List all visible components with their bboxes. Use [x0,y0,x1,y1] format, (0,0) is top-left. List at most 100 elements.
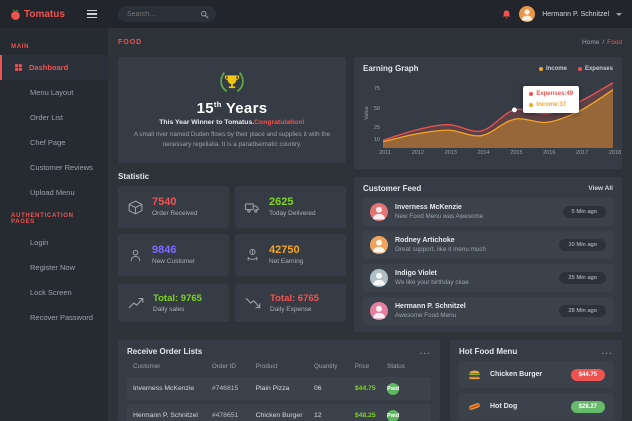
view-all-link[interactable]: View All [588,185,613,192]
customer-feed-title: Customer Feed [363,184,422,193]
top-bar: Tomatus Hermann P. Schnitzel [0,0,632,28]
total-card-daily-expense: Total: 6765 Daily Expense [235,284,346,322]
burger-icon [467,367,482,382]
customer-feed-card: Customer Feed View All Inverness McKenzi… [354,177,622,332]
customer-icon [127,247,144,264]
anniversary-subtitle: This Year Winner to Tomatus.Congratulati… [159,118,305,126]
search-box[interactable] [118,6,216,22]
notification-bell-icon[interactable] [501,9,512,20]
truck-icon [244,199,261,216]
stat-card-order-received: 7540 Order Received [118,186,229,228]
legend-item-expenses[interactable]: Expenses [577,66,613,72]
sidebar-item-label: Customer Reviews [30,163,93,172]
chart-ylabel: Value [364,106,370,120]
feed-avatar [370,269,388,287]
stat-card-today-delivered: 2625 Today Delivered [235,186,346,228]
feed-message: Awesome Food Menu [395,312,457,320]
totals-row: Total: 9765 Daily sales Total: 6765 Dail… [118,284,346,322]
main-content: FOOD Home / Food [108,28,632,421]
chart-plot: Expenses:49 Income:37 [383,78,613,148]
anniversary-card: 15th Years This Year Winner to Tomatus.C… [118,57,346,163]
feed-item[interactable]: Indigo Violet We like your birthday ckae … [363,264,613,292]
dashboard-grid-icon [14,63,23,72]
search-input[interactable] [125,9,196,19]
statistic-title: Statistic [118,172,150,181]
chevron-down-icon [616,12,622,16]
trophy-laurel-icon [217,71,247,98]
col-price: Price [354,363,370,370]
cell-order-id: #746815 [211,385,239,392]
menu-toggle-icon[interactable] [85,8,99,21]
breadcrumb-home[interactable]: Home [582,38,600,46]
orders-table-header: Customer Order ID Product Quantity Price… [127,359,431,373]
col-customer: Customer [133,363,161,370]
food-name: Chicken Burger [490,371,543,378]
stat-value: 42750 [269,243,300,256]
table-row[interactable]: Inverness McKenzie #746815 Plain Pizza 0… [127,377,431,400]
feed-item[interactable]: Inverness McKenzie New Food Menu was Awes… [363,198,613,226]
hotdog-icon [467,399,482,414]
sidebar-item-label: Dashboard [29,63,69,72]
col-product: Product [255,363,278,370]
col-order-id: Order ID [211,363,236,370]
user-menu[interactable]: Hermann P. Schnitzel [501,6,632,22]
cell-price: $44.75 [354,385,376,392]
sidebar-item-register-now[interactable]: Register Now [0,255,108,280]
cell-customer: Hermann P. Schnitzel [133,412,198,419]
stat-card-net-earning: 42750 Net Earning [235,234,346,276]
table-row[interactable]: Hermann P. Schnitzel #478651 Chicken Bur… [127,404,431,421]
sidebar-item-order-list[interactable]: Order List [0,105,108,130]
total-label: Daily sales [153,305,185,313]
expense-down-icon [244,294,262,312]
search-icon[interactable] [200,10,209,19]
breadcrumb-separator: / [602,38,605,46]
user-avatar[interactable] [519,6,536,22]
user-name[interactable]: Hermann P. Schnitzel [542,10,609,18]
col-quantity: Quantity [314,363,338,370]
sidebar-item-chef-page[interactable]: Chef Page [0,130,108,155]
sales-up-icon [127,294,145,312]
hot-food-more-options[interactable]: ... [601,346,613,356]
total-label: Daily Expense [270,305,312,313]
sidebar-item-login[interactable]: Login [0,230,108,255]
legend-item-income[interactable]: Income [538,66,567,72]
feed-customer-name: Inverness McKenzie [395,203,462,211]
sidebar-item-label: Login [30,238,49,247]
feed-item[interactable]: Hermann P. Schnitzel Awesome Food Menu 28… [363,297,613,325]
app-logo[interactable]: Tomatus [9,8,65,21]
feed-customer-name: Rodney Artichoke [395,236,455,244]
chart-tooltip: Expenses:49 Income:37 [523,85,580,114]
sidebar-item-label: Order List [30,113,63,122]
cell-quantity: 06 [314,385,322,392]
food-price-badge: $44.75 [570,368,605,381]
feed-item[interactable]: Rodney Artichoke Great support, like it m… [363,231,613,259]
feed-avatar [370,302,388,320]
food-item[interactable]: Hot Dog $28.27 [459,393,613,420]
sidebar-section-auth: AUTHENTICATION PAGES [11,213,74,225]
feed-timestamp: 25 Min ago [559,272,606,284]
feed-customer-name: Indigo Violet [395,269,437,277]
sidebar-item-recover-password[interactable]: Recover Password [0,305,108,330]
sidebar-item-lock-screen[interactable]: Lock Screen [0,280,108,305]
cell-quantity: 12 [314,412,322,419]
food-item[interactable]: Chicken Burger $44.75 [459,361,613,388]
breadcrumb-current[interactable]: Food [607,38,622,46]
sidebar-item-menu-layout[interactable]: Menu Layout [0,80,108,105]
feed-message: Great support, like it menu much [395,246,486,254]
anniversary-title: 15th Years [196,99,268,117]
sidebar-item-dashboard[interactable]: Dashboard [0,55,108,80]
sidebar-item-customer-reviews[interactable]: Customer Reviews [0,155,108,180]
stat-label: Today Delivered [269,210,316,218]
food-price-badge: $28.27 [570,400,605,413]
stat-label: New Customer [152,258,195,266]
chart-legend: Income Expenses [538,66,613,72]
orders-more-options[interactable]: ... [419,346,431,356]
sidebar-item-upload-menu[interactable]: Upload Menu [0,180,108,205]
status-badge: Paid [387,410,400,421]
feed-customer-name: Hermann P. Schnitzel [395,302,466,310]
earning-graph-title: Earning Graph [363,64,419,73]
feed-timestamp: 10 Min ago [559,239,606,251]
sidebar-item-label: Recover Password [30,313,93,322]
sidebar-item-label: Menu Layout [30,88,74,97]
tomato-logo-icon [9,8,22,21]
